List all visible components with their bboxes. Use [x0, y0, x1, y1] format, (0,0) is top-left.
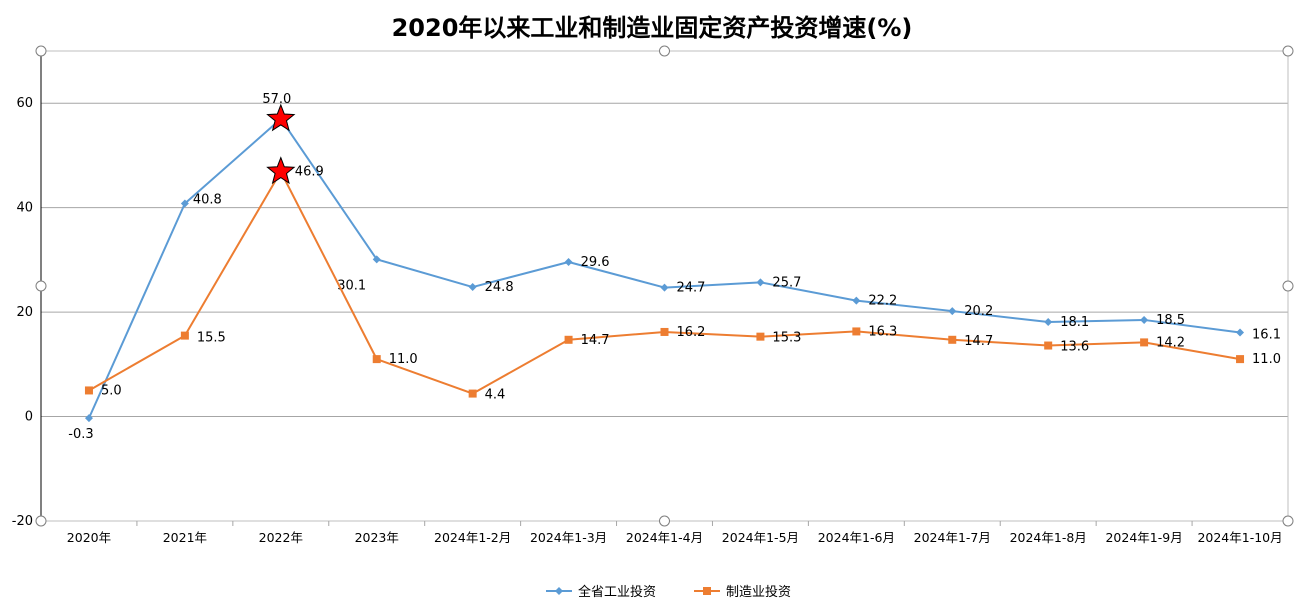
data-label: 13.6	[1060, 340, 1089, 355]
data-point	[372, 255, 381, 264]
legend-marker	[555, 587, 563, 595]
x-tick-label: 2023年	[355, 530, 399, 545]
data-point	[564, 335, 573, 344]
data-label: 15.5	[197, 331, 226, 346]
data-point	[1044, 318, 1053, 327]
x-tick-label: 2024年1-10月	[1197, 530, 1282, 545]
data-label: 5.0	[101, 383, 122, 398]
y-tick-label: -20	[12, 514, 33, 529]
data-label: 22.2	[868, 294, 897, 309]
data-point	[84, 386, 93, 395]
data-label: 18.1	[1060, 315, 1089, 330]
legend-marker	[703, 587, 711, 595]
data-point	[852, 296, 861, 305]
data-label: 30.1	[337, 278, 366, 293]
series-line	[88, 170, 1241, 395]
data-point	[756, 278, 765, 287]
resize-handle	[659, 45, 670, 57]
data-label: 20.2	[964, 304, 993, 319]
data-label: 18.5	[1156, 313, 1185, 328]
data-label: 16.2	[677, 325, 706, 340]
x-tick-label: 2024年1-4月	[626, 530, 703, 545]
data-label: 25.7	[772, 275, 801, 290]
data-point	[468, 389, 477, 398]
y-tick-label: 60	[16, 96, 33, 111]
data-point	[1236, 355, 1245, 364]
data-point	[84, 414, 93, 423]
data-point	[468, 283, 477, 292]
data-point	[1044, 341, 1053, 350]
resize-handle	[35, 280, 47, 292]
data-label: 57.0	[262, 92, 291, 107]
data-label: 24.7	[677, 281, 706, 296]
y-tick-label: 0	[25, 410, 33, 425]
legend-label: 制造业投资	[726, 584, 791, 600]
resize-handle	[1282, 515, 1294, 527]
data-label: 4.4	[485, 388, 506, 403]
resize-handle	[659, 515, 670, 527]
resize-handle	[35, 45, 47, 57]
x-tick-label: 2024年1-7月	[914, 530, 991, 545]
x-tick-label: 2024年1-8月	[1010, 530, 1087, 545]
star-highlight-icon	[266, 103, 296, 132]
data-label: 15.3	[772, 331, 801, 346]
data-point	[1140, 338, 1149, 347]
resize-handle	[35, 515, 47, 527]
chart-title: 2020年以来工业和制造业固定资产投资增速(%)	[391, 14, 913, 42]
series-line	[88, 117, 1241, 419]
data-point	[852, 327, 861, 336]
x-tick-label: 2024年1-6月	[818, 530, 895, 545]
data-point	[564, 257, 573, 266]
data-label: 24.8	[485, 280, 514, 295]
x-tick-label: 2024年1-2月	[434, 530, 511, 545]
data-label: 46.9	[295, 165, 324, 180]
resize-handle	[1282, 45, 1294, 57]
data-point	[372, 355, 381, 364]
y-tick-label: 40	[16, 201, 33, 216]
x-tick-label: 2024年1-5月	[722, 530, 799, 545]
data-point	[948, 307, 957, 316]
data-label: -0.3	[68, 427, 93, 442]
x-tick-label: 2022年	[259, 530, 303, 545]
x-tick-label: 2020年	[67, 530, 111, 545]
x-tick-label: 2021年	[163, 530, 207, 545]
data-point	[180, 331, 189, 340]
x-tick-label: 2024年1-3月	[530, 530, 607, 545]
x-tick-label: 2024年1-9月	[1105, 530, 1182, 545]
data-point	[948, 335, 957, 344]
star-highlight-icon	[266, 156, 296, 185]
data-point	[660, 283, 669, 292]
y-tick-label: 20	[16, 305, 33, 320]
data-label: 16.3	[868, 324, 897, 339]
data-label: 11.0	[1252, 352, 1281, 367]
data-point	[660, 327, 669, 336]
data-point	[1236, 328, 1245, 337]
data-label: 14.7	[581, 333, 610, 348]
data-label: 16.1	[1252, 327, 1281, 342]
data-point	[756, 332, 765, 341]
legend-label: 全省工业投资	[578, 584, 656, 600]
resize-handle	[1282, 280, 1294, 292]
data-label: 40.8	[193, 192, 222, 207]
data-label: 29.6	[581, 255, 610, 270]
data-label: 14.2	[1156, 335, 1185, 350]
data-point	[1140, 315, 1149, 324]
data-point	[180, 199, 189, 208]
data-label: 14.7	[964, 334, 993, 349]
data-label: 11.0	[389, 352, 418, 367]
